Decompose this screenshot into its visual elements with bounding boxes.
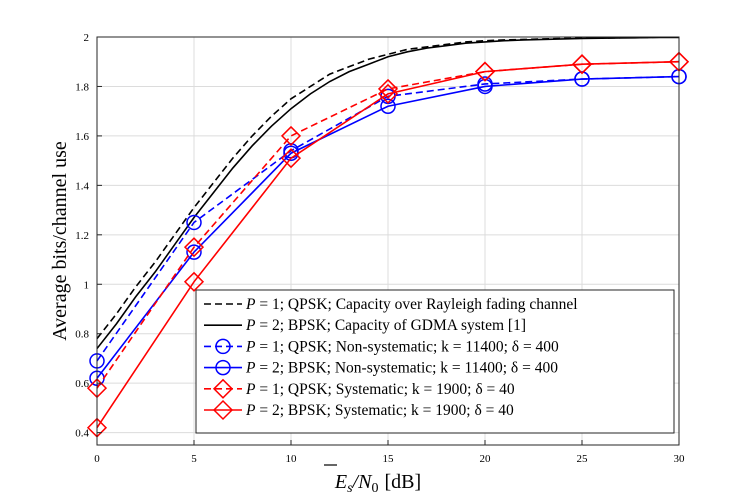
data-point-circle xyxy=(186,214,202,231)
legend-entry-5: P = 1; QPSK; Systematic; k = 1900; δ = 4… xyxy=(204,378,515,399)
legend-label-text: = 1; QPSK; Capacity over Rayleigh fading… xyxy=(255,296,577,313)
y-tick-label: 1.6 xyxy=(75,131,89,143)
y-tick-label: 1.8 xyxy=(75,81,89,93)
y-axis-label: Average bits/channel use xyxy=(49,141,71,341)
legend-label-text: = 1; QPSK; Non-systematic; k = 11400; δ … xyxy=(255,338,559,355)
data-point-circle xyxy=(215,359,231,376)
series-layer xyxy=(86,36,690,438)
data-point-circle xyxy=(186,244,202,260)
x-tick-label: 15 xyxy=(383,453,395,465)
y-tick-label: 0.6 xyxy=(75,378,89,390)
legend-label-text: = 2; BPSK; Capacity of GDMA system [1] xyxy=(255,317,526,334)
x-axis-label: Es/N0 [dB] xyxy=(334,471,421,496)
legend-entry-2: P = 2; BPSK; Capacity of GDMA system [1] xyxy=(204,317,526,334)
legend-label-prefix: P xyxy=(245,381,256,398)
legend-entry-3: P = 1; QPSK; Non-systematic; k = 11400; … xyxy=(204,338,559,355)
legend-label-prefix: P xyxy=(245,317,256,334)
legend-label-text: = 1; QPSK; Systematic; k = 1900; δ = 40 xyxy=(255,381,514,398)
data-point-diamond xyxy=(280,148,302,169)
x-tick-label: 5 xyxy=(191,453,197,465)
data-point-diamond xyxy=(212,378,234,399)
data-point-diamond xyxy=(377,78,399,99)
data-point-diamond xyxy=(212,399,234,421)
series-2 xyxy=(96,36,679,350)
series-line xyxy=(96,60,680,429)
ticks: 0 5 10 15 20 25 30 0.4 0.6 0.8 1 1.2 1.4 1.6 1.8 2 xyxy=(75,32,685,465)
x-axis-label-main: E xyxy=(334,471,347,493)
legend-label: P = 2; BPSK; Capacity of GDMA system [1] xyxy=(245,317,526,334)
x-tick-label: 30 xyxy=(674,453,686,465)
y-tick-label: 1.4 xyxy=(75,180,89,192)
x-tick-label: 0 xyxy=(94,453,100,465)
data-point-diamond xyxy=(377,83,399,104)
data-point-diamond xyxy=(474,61,496,82)
data-point-diamond xyxy=(280,125,302,146)
legend-label: P = 1; QPSK; Systematic; k = 1900; δ = 4… xyxy=(245,381,515,398)
y-tick-label: 1.2 xyxy=(75,230,89,242)
legend-label: P = 1; QPSK; Non-systematic; k = 11400; … xyxy=(245,338,559,355)
data-point-circle xyxy=(574,71,590,87)
legend-label-prefix: P xyxy=(245,338,256,355)
x-axis-label-mid: /N xyxy=(352,471,374,493)
data-point-circle xyxy=(477,78,493,95)
data-point-diamond xyxy=(183,237,205,258)
legend-entry-6: P = 2; BPSK; Systematic; k = 1900; δ = 4… xyxy=(204,399,514,421)
x-tick-label: 20 xyxy=(480,453,492,465)
legend-entry-4: P = 2; BPSK; Non-systematic; k = 11400; … xyxy=(204,360,558,377)
series-line xyxy=(96,75,680,379)
y-tick-label: 1 xyxy=(84,279,90,291)
series-6 xyxy=(86,51,690,438)
legend-entry-1: P = 1; QPSK; Capacity over Rayleigh fadi… xyxy=(204,296,578,313)
legend-label-prefix: P xyxy=(245,360,256,377)
data-point-circle xyxy=(380,98,396,114)
data-point-circle xyxy=(215,338,231,355)
y-tick-label: 0.8 xyxy=(75,329,89,341)
legend-label-prefix: P xyxy=(245,296,256,313)
series-line xyxy=(96,36,679,350)
legend-label-text: = 2; BPSK; Non-systematic; k = 11400; δ … xyxy=(255,360,558,377)
y-tick-label: 0.4 xyxy=(75,428,89,440)
legend-label: P = 2; BPSK; Systematic; k = 1900; δ = 4… xyxy=(245,402,514,419)
x-axis-label-unit: [dB] xyxy=(384,471,421,493)
legend-label: P = 1; QPSK; Capacity over Rayleigh fadi… xyxy=(245,296,578,313)
y-tick-label: 2 xyxy=(84,32,90,44)
data-point-diamond xyxy=(571,54,593,75)
x-axis-label-sub: s xyxy=(347,481,353,496)
legend-label-text: = 2; BPSK; Systematic; k = 1900; δ = 40 xyxy=(255,402,514,419)
x-tick-label: 25 xyxy=(577,453,589,465)
legend-box xyxy=(195,289,675,434)
x-axis-label-sub2: 0 xyxy=(371,481,378,496)
legend: P = 1; QPSK; Capacity over Rayleigh fadi… xyxy=(195,289,675,434)
legend-label-prefix: P xyxy=(245,402,256,419)
data-point-diamond xyxy=(183,271,205,292)
grid xyxy=(96,36,680,445)
x-tick-label: 10 xyxy=(286,453,298,465)
legend-label: P = 2; BPSK; Non-systematic; k = 11400; … xyxy=(245,360,558,377)
